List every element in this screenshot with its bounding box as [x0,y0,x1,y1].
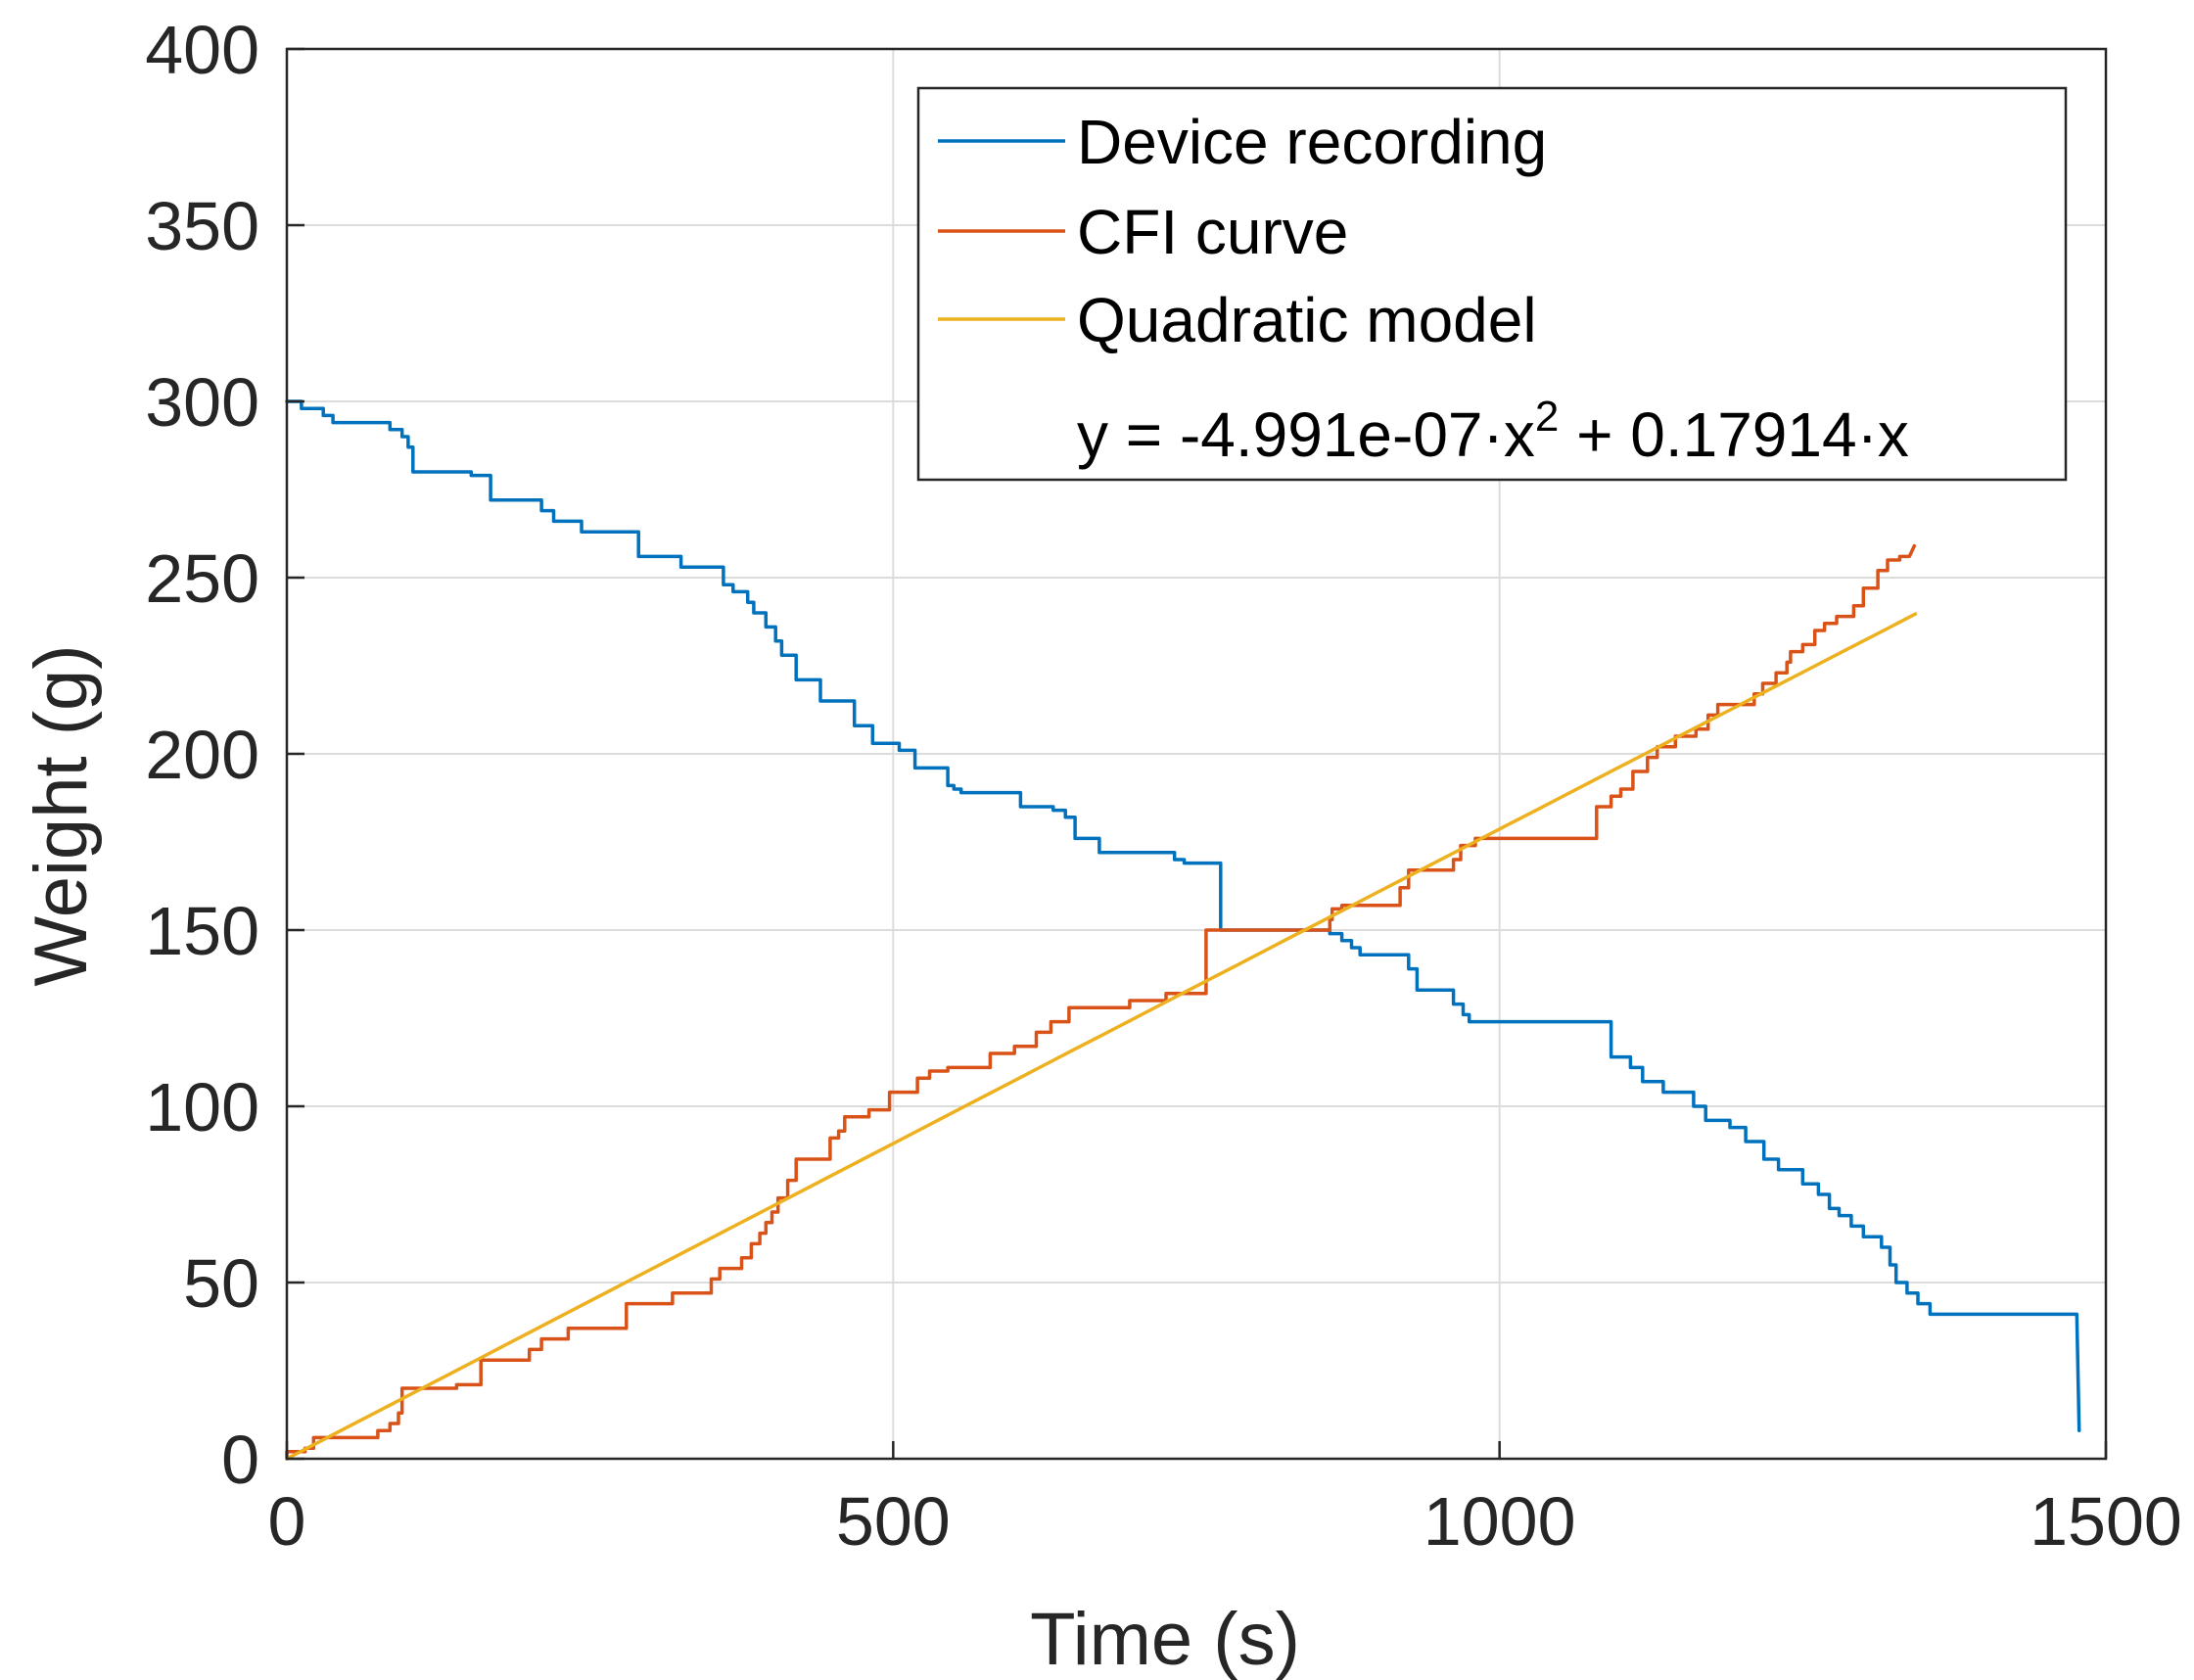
y-tick-label: 350 [145,188,259,264]
legend-box [916,86,2068,482]
axes [285,47,2108,1461]
series-layer [285,399,2081,1461]
y-tick-label: 150 [145,893,259,969]
legend-label-cfi-curve: CFI curve [1077,197,1348,267]
x-tick-label: 1500 [2030,1483,2182,1560]
series-line-cfi-curve [285,543,1917,1461]
y-tick-label: 0 [221,1422,259,1498]
equation-exponent: 2 [1535,393,1559,441]
x-tick-label: 500 [836,1483,951,1560]
y-tick-label: 250 [145,540,259,617]
equation-prefix: y = -4.991e-07·x [1077,399,1535,470]
legend-label-device-recording: Device recording [1077,107,1547,177]
x-tick-label: 0 [268,1483,306,1560]
x-axis-label: Time (s) [1030,1598,1300,1680]
y-tick-label: 50 [183,1245,259,1322]
y-tick-label: 300 [145,364,259,441]
series-line-quadratic-model [285,612,1918,1461]
legend-equation: y = -4.991e-07·x2 + 0.17914·x [1077,393,1909,470]
equation-suffix: + 0.17914·x [1559,399,1909,470]
legend-label-quadratic-model: Quadratic model [1077,285,1537,355]
legend: Device recording CFI curve Quadratic mod… [916,86,2068,482]
tick-labels: 0 500 1000 1500 0 50 100 150 200 250 300 350 400 [145,12,2182,1560]
y-tick-label: 100 [145,1069,259,1145]
y-tick-label: 400 [145,12,259,88]
y-tick-label: 200 [145,717,259,793]
x-tick-label: 1000 [1424,1483,1576,1560]
y-axis-label: Weight (g) [20,644,103,986]
series-line-device-recording [285,399,2081,1432]
